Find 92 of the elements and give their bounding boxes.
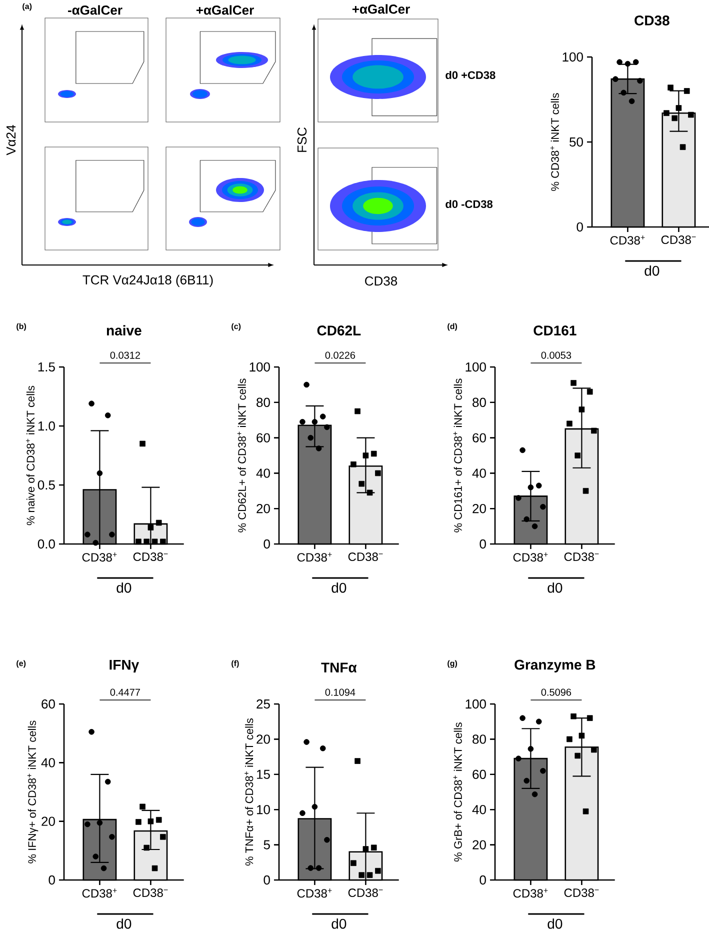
y-axis-title: % IFNγ+ of CD38$^{+}$ iNKT cells bbox=[27, 720, 38, 864]
y-tick-label: 20 bbox=[472, 840, 486, 850]
y-axis-title: % CD38$^{+}$ iNKT cells bbox=[550, 93, 559, 191]
x-tick-label: CD38$^{−}$ bbox=[348, 552, 383, 562]
y-tick-label: 1.0 bbox=[38, 421, 55, 431]
chart-title: IFNγ bbox=[110, 660, 140, 672]
y-tick-label: 20 bbox=[472, 504, 486, 514]
text: (f) bbox=[232, 660, 239, 668]
text: (d) bbox=[448, 323, 458, 331]
x-tick-label: CD38$^{+}$ bbox=[297, 888, 332, 898]
chart-title: CD38 bbox=[634, 16, 670, 26]
text: d0 +CD38 bbox=[446, 70, 496, 80]
text: (g) bbox=[448, 660, 458, 668]
x-tick-label: CD38$^{−}$ bbox=[564, 888, 599, 898]
y-tick-label: 60 bbox=[472, 770, 486, 779]
y-tick-label: 0 bbox=[480, 539, 486, 549]
text: 0.5096 bbox=[541, 688, 572, 696]
x-tick-label: CD38$^{−}$ bbox=[348, 888, 383, 898]
chart-title: naive bbox=[106, 325, 142, 336]
y-tick-label: 0 bbox=[264, 539, 270, 549]
x-axis-title: d0 bbox=[116, 918, 132, 929]
y-tick-label: 60 bbox=[256, 433, 270, 442]
y-tick-label: 40 bbox=[256, 468, 270, 478]
y-tick-label: 80 bbox=[256, 398, 270, 407]
text: FSC bbox=[297, 127, 307, 152]
y-tick-label: 100 bbox=[466, 699, 486, 709]
x-axis-title: d0 bbox=[644, 265, 660, 276]
chart-title: Granzyme B bbox=[514, 660, 596, 672]
y-axis-title: % CD62L+ of CD38$^{+}$ iNKT cells bbox=[237, 378, 246, 532]
y-tick-label: 100 bbox=[562, 52, 583, 62]
y-tick-label: 5 bbox=[264, 840, 270, 850]
y-tick-label: 60 bbox=[42, 699, 55, 709]
y-axis-title: % GrB+ of CD38$^{+}$ iNKT cells bbox=[453, 722, 462, 862]
text: CD38 bbox=[365, 276, 398, 286]
text: +αGalCer bbox=[196, 5, 254, 15]
x-tick-label: CD38$^{+}$ bbox=[82, 888, 117, 898]
x-tick-label: CD38$^{+}$ bbox=[297, 552, 332, 562]
y-tick-label: 80 bbox=[472, 398, 486, 407]
y-tick-label: 10 bbox=[256, 804, 270, 814]
chart-title: CD161 bbox=[534, 326, 576, 336]
x-axis-title: d0 bbox=[332, 918, 346, 929]
text: Vα24 bbox=[6, 125, 16, 156]
x-tick-label: CD38$^{−}$ bbox=[661, 236, 696, 244]
x-axis-title: d0 bbox=[116, 582, 132, 593]
x-tick-label: CD38$^{+}$ bbox=[82, 552, 117, 562]
y-tick-label: 100 bbox=[466, 362, 486, 372]
x-axis-title: d0 bbox=[548, 582, 562, 593]
x-tick-label: CD38$^{+}$ bbox=[513, 888, 548, 898]
text: 0.0053 bbox=[541, 352, 572, 359]
y-tick-label: 0 bbox=[480, 875, 486, 885]
x-tick-label: CD38$^{−}$ bbox=[133, 888, 168, 898]
y-axis-title: % CD161+ of CD38$^{+}$ iNKT cells bbox=[453, 378, 462, 532]
y-tick-label: 0.0 bbox=[38, 539, 55, 549]
y-tick-label: 60 bbox=[472, 433, 486, 442]
y-tick-label: 20 bbox=[42, 816, 55, 826]
x-tick-label: CD38$^{−}$ bbox=[133, 552, 168, 562]
chart-title: CD62L bbox=[317, 326, 361, 336]
text: (e) bbox=[16, 660, 26, 668]
y-tick-label: 80 bbox=[472, 734, 486, 744]
y-tick-label: 50 bbox=[570, 137, 583, 147]
chart-title: TNFα bbox=[321, 662, 357, 672]
x-tick-label: CD38$^{+}$ bbox=[610, 236, 645, 245]
text: TCR Vα24Jα18 (6B11) bbox=[82, 274, 213, 288]
y-tick-label: 20 bbox=[256, 504, 270, 514]
y-axis-title: % naive of CD38$^{+}$ iNKT cells bbox=[26, 386, 35, 526]
text: 0.1094 bbox=[325, 688, 356, 696]
text: (c) bbox=[232, 323, 241, 331]
y-tick-label: 40 bbox=[472, 804, 486, 814]
y-tick-label: 20 bbox=[256, 734, 270, 744]
x-axis-title: d0 bbox=[332, 582, 346, 593]
y-tick-label: 40 bbox=[472, 468, 486, 478]
y-tick-label: 0.5 bbox=[38, 480, 55, 490]
text: -αGalCer bbox=[68, 5, 122, 15]
text: (a) bbox=[22, 3, 32, 11]
y-axis-title: % TNFα+ of CD38$^{+}$ iNKT cells bbox=[244, 718, 254, 866]
x-tick-label: CD38$^{−}$ bbox=[564, 552, 599, 562]
x-tick-label: CD38$^{+}$ bbox=[513, 552, 548, 562]
x-axis-title: d0 bbox=[548, 918, 562, 929]
text: d0 -CD38 bbox=[446, 200, 493, 208]
y-tick-label: 1.5 bbox=[38, 362, 55, 372]
text: 0.0226 bbox=[325, 352, 356, 359]
y-tick-label: 25 bbox=[256, 699, 270, 709]
text: (b) bbox=[16, 323, 26, 331]
text: 0.4477 bbox=[110, 688, 140, 696]
y-tick-label: 15 bbox=[256, 770, 270, 779]
text: +αGalCer bbox=[352, 4, 410, 14]
y-tick-label: 0 bbox=[48, 875, 55, 885]
y-tick-label: 100 bbox=[250, 362, 270, 372]
y-tick-label: 0 bbox=[264, 875, 270, 885]
text: 0.0312 bbox=[110, 352, 140, 359]
y-tick-label: 40 bbox=[41, 758, 55, 768]
y-tick-label: 0 bbox=[576, 222, 583, 232]
